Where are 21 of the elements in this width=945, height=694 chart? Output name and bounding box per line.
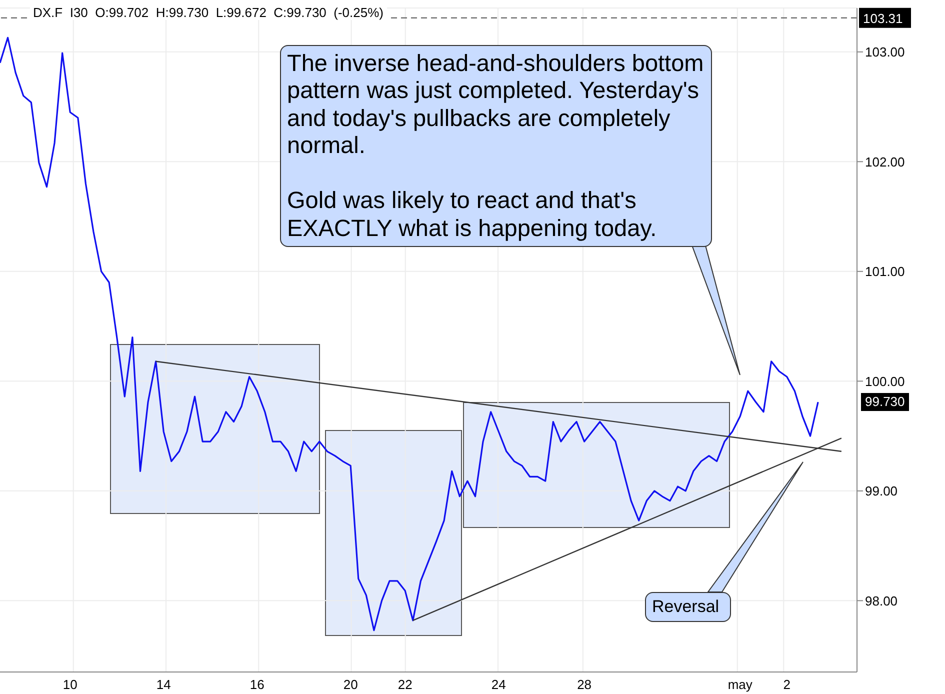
y-tick-label: 99.00	[865, 484, 898, 499]
annotation: Reversal	[645, 592, 731, 622]
x-tick-label: 14	[156, 677, 171, 692]
text: 99.730	[861, 393, 909, 411]
x-tick-label: 2	[783, 677, 790, 692]
y-tick-label: 102.00	[865, 154, 905, 170]
x-tick-label: 24	[491, 677, 506, 692]
line-series	[0, 36, 819, 632]
ref-line-label: 103.31	[863, 10, 903, 26]
x-tick-label: 20	[343, 677, 358, 692]
x-tick-label: 22	[398, 677, 412, 692]
chart-title: DX.F I30 O:99.702 H:99.730 L:99.672 C:99.730 (-0.25%)	[30, 5, 386, 20]
x-tick-label: 28	[577, 677, 592, 692]
x-tick-label: 16	[250, 677, 264, 692]
x-tick-label: may	[728, 677, 753, 692]
y-tick-label: 101.00	[865, 264, 905, 280]
y-tick-label: 103.00	[865, 44, 905, 60]
y-tick-label: 98.00	[865, 593, 898, 608]
text: The inverse head-and-shoulders bottom pattern was just completed. Yesterday's and today's pullbacks are completely normal. Gold was likely to react and that's EXACTLY what is happening today.	[287, 50, 704, 241]
x-tick-label: 10	[62, 677, 78, 692]
y-tick-label: 100.00	[865, 374, 905, 389]
